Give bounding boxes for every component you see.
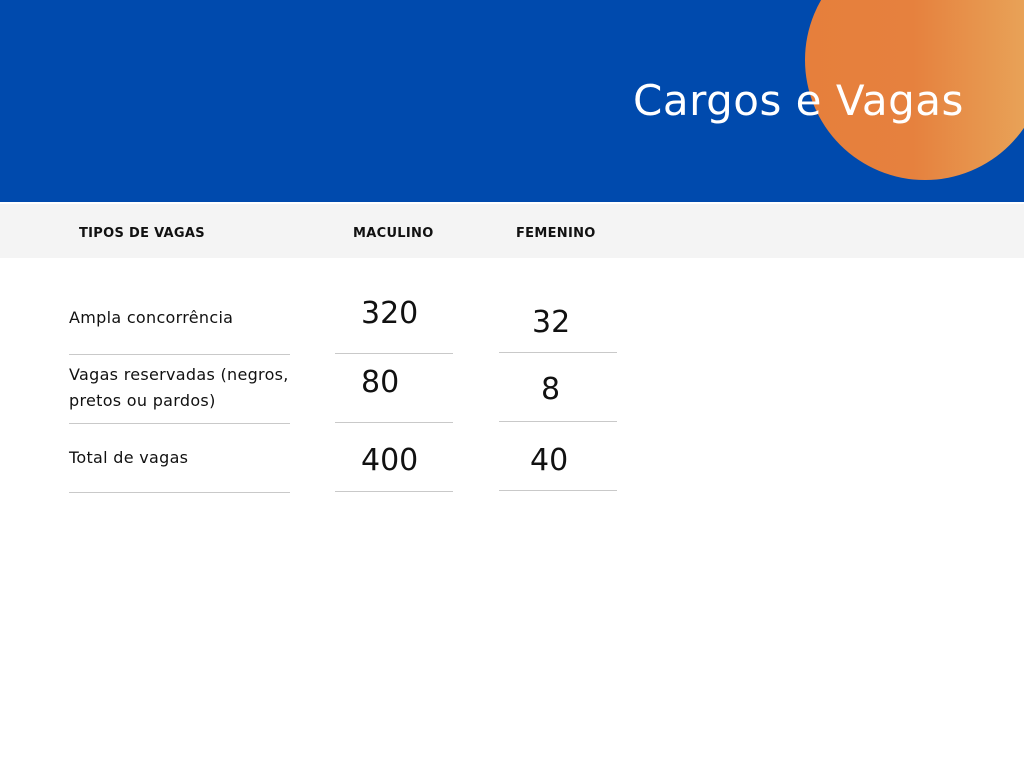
row-female-count: 32 — [532, 305, 571, 340]
row-type: Ampla concorrência — [69, 308, 234, 327]
row-divider — [499, 352, 617, 353]
row-divider — [69, 423, 290, 424]
row-female-count: 8 — [541, 372, 561, 407]
row-male-count: 80 — [361, 365, 400, 400]
row-male-count: 400 — [361, 443, 419, 478]
row-divider — [499, 490, 617, 491]
row-type: Total de vagas — [69, 448, 189, 467]
row-divider — [335, 353, 453, 354]
row-divider — [69, 492, 290, 493]
column-header-female: FEMENINO — [516, 226, 596, 241]
row-divider — [335, 422, 453, 423]
row-divider — [69, 354, 290, 355]
row-female-count: 40 — [530, 443, 569, 478]
column-header-type: TIPOS DE VAGAS — [79, 226, 205, 241]
row-type: Vagas reservadas (negros, pretos ou pard… — [69, 365, 289, 410]
header-banner: Cargos e Vagas — [0, 0, 1024, 202]
page-title: Cargos e Vagas — [633, 76, 964, 125]
row-divider — [499, 421, 617, 422]
column-header-male: MACULINO — [353, 226, 434, 241]
table-header: TIPOS DE VAGAS MACULINO FEMENINO — [0, 204, 1024, 258]
row-male-count: 320 — [361, 296, 419, 331]
row-divider — [335, 491, 453, 492]
